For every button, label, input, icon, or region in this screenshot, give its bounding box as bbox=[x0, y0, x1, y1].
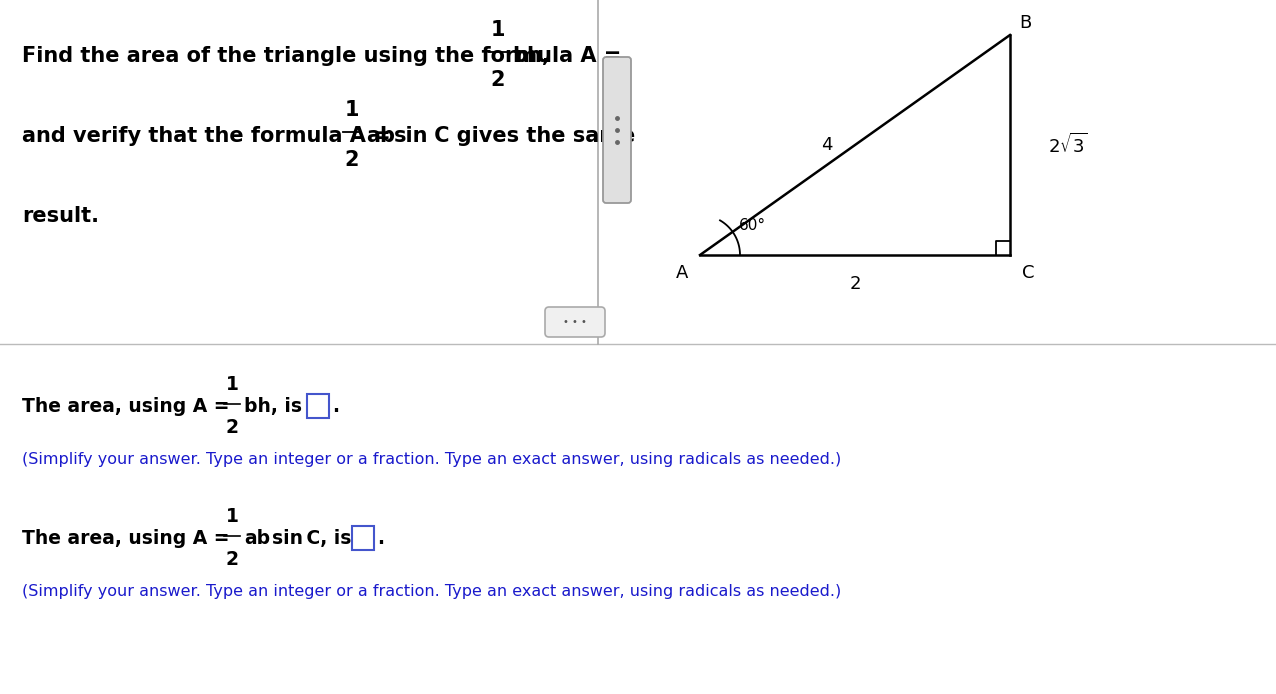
FancyBboxPatch shape bbox=[545, 307, 605, 337]
Text: sin: sin bbox=[394, 126, 429, 146]
Text: 2: 2 bbox=[345, 150, 360, 170]
Text: B: B bbox=[1018, 14, 1031, 32]
FancyBboxPatch shape bbox=[604, 57, 632, 203]
Text: $2\sqrt{3}$: $2\sqrt{3}$ bbox=[1048, 133, 1088, 157]
Text: .: . bbox=[332, 397, 339, 416]
Text: C: C bbox=[1022, 264, 1035, 282]
Text: bh,: bh, bbox=[512, 46, 550, 66]
Bar bbox=[308, 394, 329, 418]
Text: 2: 2 bbox=[226, 418, 239, 437]
Text: 4: 4 bbox=[822, 136, 833, 154]
Bar bbox=[352, 526, 374, 550]
Text: 1: 1 bbox=[345, 100, 360, 120]
Text: (Simplify your answer. Type an integer or a fraction. Type an exact answer, usin: (Simplify your answer. Type an integer o… bbox=[22, 584, 841, 599]
Text: result.: result. bbox=[22, 206, 100, 226]
Text: 1: 1 bbox=[226, 507, 239, 526]
Text: • • •: • • • bbox=[563, 317, 587, 327]
Text: 2: 2 bbox=[226, 550, 239, 569]
Text: sin: sin bbox=[272, 529, 302, 548]
Text: (Simplify your answer. Type an integer or a fraction. Type an exact answer, usin: (Simplify your answer. Type an integer o… bbox=[22, 452, 841, 467]
Text: 2: 2 bbox=[491, 70, 505, 90]
Text: The area, using A =: The area, using A = bbox=[22, 397, 236, 416]
Text: 2: 2 bbox=[850, 275, 861, 293]
Text: and verify that the formula A =: and verify that the formula A = bbox=[22, 126, 398, 146]
Text: A: A bbox=[676, 264, 688, 282]
Text: ab: ab bbox=[366, 126, 396, 146]
Text: The area, using A =: The area, using A = bbox=[22, 529, 236, 548]
Text: 60°: 60° bbox=[739, 217, 766, 232]
Text: bh, is: bh, is bbox=[244, 397, 302, 416]
Text: C gives the same: C gives the same bbox=[427, 126, 635, 146]
Text: C, is: C, is bbox=[300, 529, 351, 548]
Text: 1: 1 bbox=[226, 375, 239, 394]
Text: .: . bbox=[376, 529, 384, 548]
Text: 1: 1 bbox=[491, 20, 505, 40]
Text: Find the area of the triangle using the formula A =: Find the area of the triangle using the … bbox=[22, 46, 629, 66]
Text: ab: ab bbox=[244, 529, 271, 548]
